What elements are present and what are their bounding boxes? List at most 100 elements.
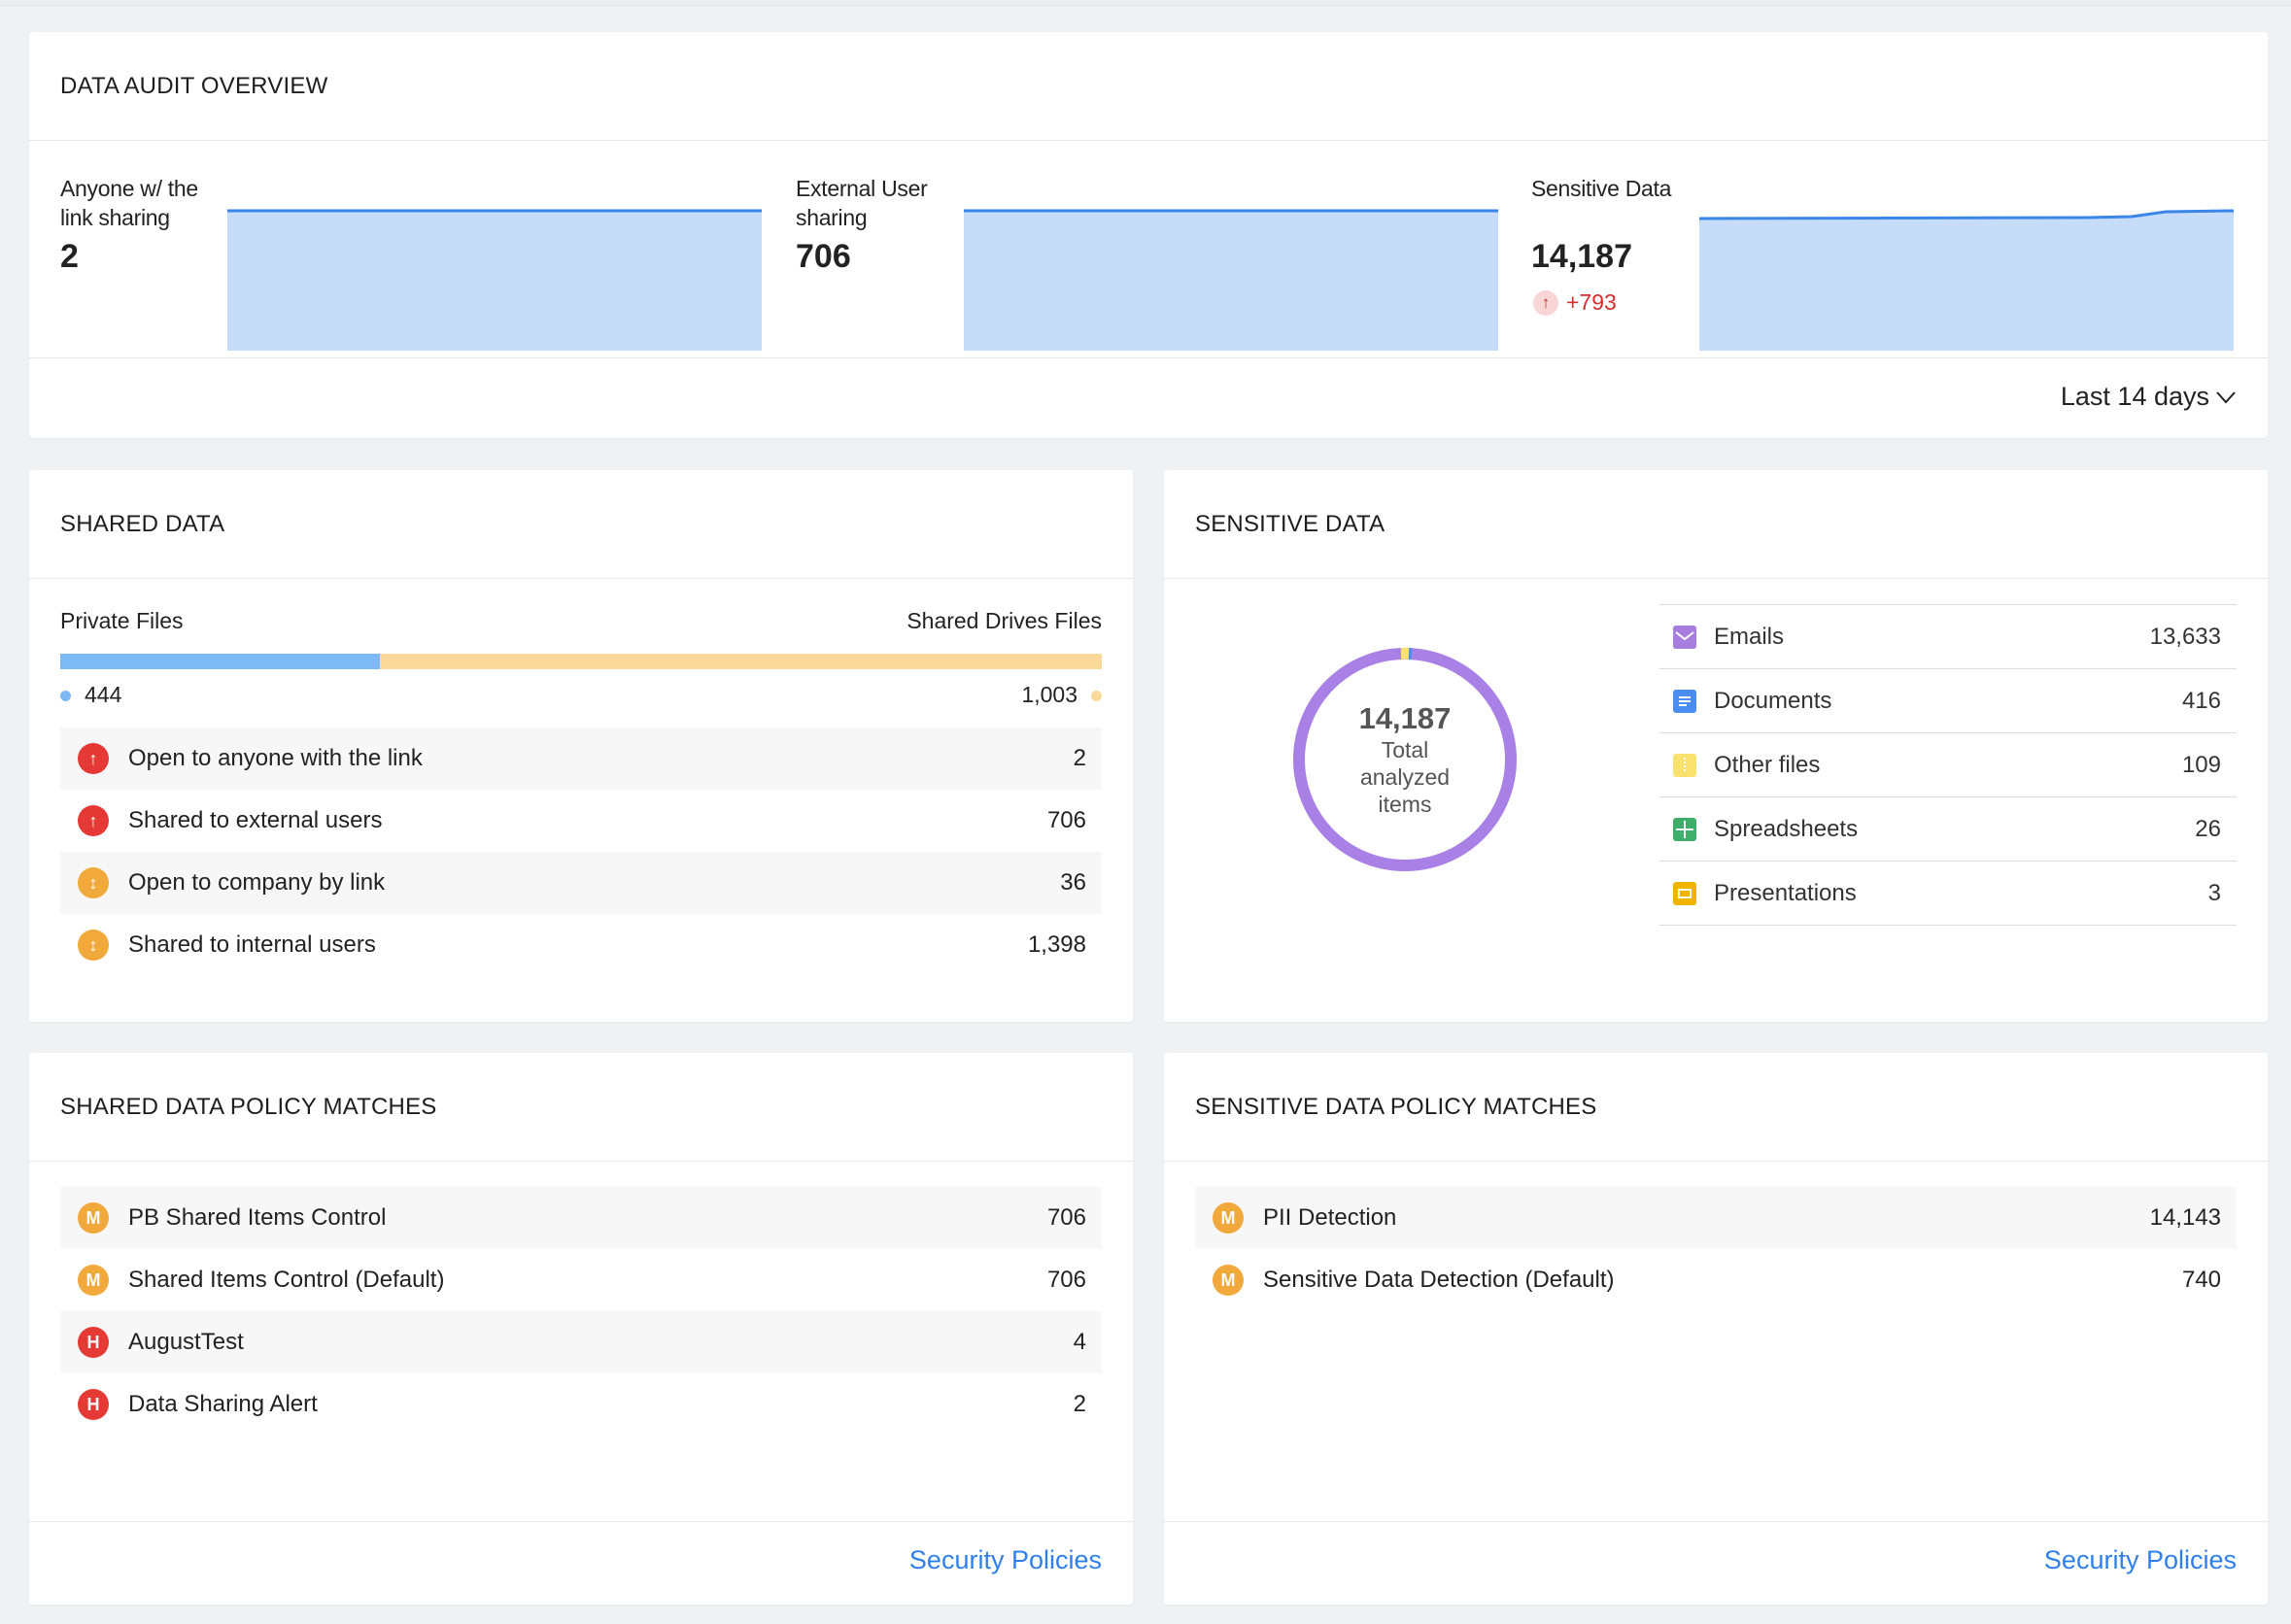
shared-drives-label: Shared Drives Files	[906, 608, 1102, 633]
donut-center-text: 14,187 Total analyzed items	[1288, 643, 1522, 876]
shared-policy-title: SHARED DATA POLICY MATCHES	[29, 1053, 1133, 1162]
type-count: 416	[2181, 687, 2221, 714]
metric-delta: ↑ +793	[1533, 289, 1617, 316]
shared-drives-bar	[380, 654, 1102, 669]
list-item[interactable]: M Shared Items Control (Default) 706	[60, 1249, 1102, 1311]
donut-ring	[1293, 647, 1517, 871]
sensitive-policy-list: M PII Detection 14,143 M Sensitive Data …	[1195, 1187, 2237, 1311]
sensitive-policy-footer: Security Policies	[1164, 1521, 2268, 1605]
sensitive-data-card: SENSITIVE DATA 14,187 Total analyzed ite…	[1164, 470, 2268, 1022]
sensitive-donut-chart: 14,187 Total analyzed items	[1288, 643, 1522, 876]
list-item[interactable]: M Sensitive Data Detection (Default) 740	[1195, 1249, 2237, 1311]
list-item[interactable]: Documents 416	[1659, 669, 2237, 733]
donut-total: 14,187	[1358, 701, 1452, 735]
overview-title: DATA AUDIT OVERVIEW	[29, 32, 2268, 141]
top-border	[0, 0, 2291, 6]
document-icon	[1673, 689, 1696, 713]
file-icon	[1673, 753, 1696, 777]
list-item[interactable]: M PB Shared Items Control 706	[60, 1187, 1102, 1249]
row-count: 1,398	[1027, 931, 1086, 958]
policy-label: PII Detection	[1263, 1204, 1397, 1231]
severity-badge: M	[78, 1265, 109, 1296]
row-label: Open to anyone with the link	[128, 745, 423, 771]
type-count: 3	[2207, 879, 2221, 906]
delta-value: +793	[1566, 289, 1617, 315]
policy-label: PB Shared Items Control	[128, 1204, 387, 1231]
donut-caption: Total analyzed items	[1359, 737, 1451, 817]
sensitive-policy-card: SENSITIVE DATA POLICY MATCHES M PII Dete…	[1164, 1053, 2268, 1605]
list-item[interactable]: ↕ Open to company by link 36	[60, 852, 1102, 914]
sparkline-external-sharing	[964, 209, 1498, 351]
sensitive-type-list: Emails 13,633 Documents 416 Other files …	[1659, 604, 2237, 926]
list-item[interactable]: Emails 13,633	[1659, 605, 2237, 669]
private-files-label: Private Files	[60, 608, 184, 633]
shared-policy-card: SHARED DATA POLICY MATCHES M PB Shared I…	[29, 1053, 1133, 1605]
severity-badge: H	[78, 1327, 109, 1358]
sensitive-policy-title: SENSITIVE DATA POLICY MATCHES	[1164, 1053, 2268, 1162]
alert-icon: ↑	[78, 805, 109, 836]
date-range-select[interactable]: Last 14 days	[2061, 382, 2237, 412]
warning-icon: ↕	[78, 930, 109, 961]
policy-label: Data Sharing Alert	[128, 1391, 318, 1417]
legend-dot-private	[60, 691, 71, 702]
list-item[interactable]: ↕ Shared to internal users 1,398	[60, 914, 1102, 976]
type-label: Emails	[1714, 623, 1785, 650]
email-icon	[1673, 625, 1696, 649]
list-item[interactable]: ↑ Shared to external users 706	[60, 790, 1102, 852]
list-item[interactable]: Other files 109	[1659, 733, 2237, 797]
policy-label: Shared Items Control (Default)	[128, 1267, 445, 1293]
type-label: Other files	[1714, 751, 1821, 778]
list-item[interactable]: M PII Detection 14,143	[1195, 1187, 2237, 1249]
shared-policy-list: M PB Shared Items Control 706 M Shared I…	[60, 1187, 1102, 1436]
alert-icon: ↑	[78, 743, 109, 774]
sensitive-data-title: SENSITIVE DATA	[1164, 470, 2268, 579]
metric-label: Anyone w/ the link sharing	[60, 176, 198, 230]
shared-bar-values: 444 1,003	[60, 682, 1102, 708]
policy-count: 740	[2181, 1267, 2221, 1293]
chevron-down-icon	[2216, 390, 2236, 403]
date-range-label: Last 14 days	[2060, 382, 2209, 411]
data-audit-overview-card: DATA AUDIT OVERVIEW Anyone w/ the link s…	[29, 32, 2268, 438]
private-files-value: 444	[85, 682, 122, 707]
list-item[interactable]: H AugustTest 4	[60, 1311, 1102, 1373]
type-label: Presentations	[1714, 879, 1857, 906]
policy-count: 2	[1073, 1391, 1086, 1417]
security-policies-link[interactable]: Security Policies	[2043, 1545, 2237, 1574]
arrow-up-icon: ↑	[1533, 289, 1558, 316]
sparkline-sensitive-data	[1699, 209, 2234, 351]
row-label: Shared to internal users	[128, 931, 376, 958]
severity-badge: M	[78, 1202, 109, 1234]
list-item[interactable]: H Data Sharing Alert 2	[60, 1373, 1102, 1436]
private-files-value-wrap: 444	[60, 682, 121, 708]
shared-bar-header: Private Files Shared Drives Files	[60, 608, 1102, 634]
legend-dot-shared	[1091, 691, 1102, 702]
type-count: 13,633	[2149, 623, 2221, 650]
spreadsheet-icon	[1673, 817, 1696, 841]
policy-count: 706	[1046, 1204, 1086, 1231]
metric-label: External User sharing	[796, 176, 928, 230]
row-count: 706	[1046, 807, 1086, 833]
list-item[interactable]: Presentations 3	[1659, 862, 2237, 926]
policy-count: 4	[1073, 1329, 1086, 1355]
policy-label: AugustTest	[128, 1329, 244, 1355]
metric-value: 14,187	[1531, 238, 1632, 275]
warning-icon: ↕	[78, 867, 109, 898]
row-label: Shared to external users	[128, 807, 383, 833]
metric-value: 706	[796, 238, 851, 275]
shared-policy-footer: Security Policies	[29, 1521, 1133, 1605]
shared-data-card: SHARED DATA Private Files Shared Drives …	[29, 470, 1133, 1022]
shared-data-list: ↑ Open to anyone with the link 2 ↑ Share…	[60, 727, 1102, 976]
security-policies-link[interactable]: Security Policies	[908, 1545, 1102, 1574]
presentation-icon	[1673, 881, 1696, 905]
shared-data-title: SHARED DATA	[29, 470, 1133, 579]
row-label: Open to company by link	[128, 869, 386, 896]
list-item[interactable]: Spreadsheets 26	[1659, 797, 2237, 862]
shared-drives-value-wrap: 1,003	[1021, 682, 1102, 708]
shared-split-bar	[60, 654, 1102, 669]
severity-badge: H	[78, 1389, 109, 1420]
sparkline-link-sharing	[227, 209, 762, 351]
type-label: Spreadsheets	[1714, 815, 1859, 842]
overview-footer: Last 14 days	[29, 357, 2268, 438]
policy-count: 706	[1046, 1267, 1086, 1293]
list-item[interactable]: ↑ Open to anyone with the link 2	[60, 727, 1102, 790]
